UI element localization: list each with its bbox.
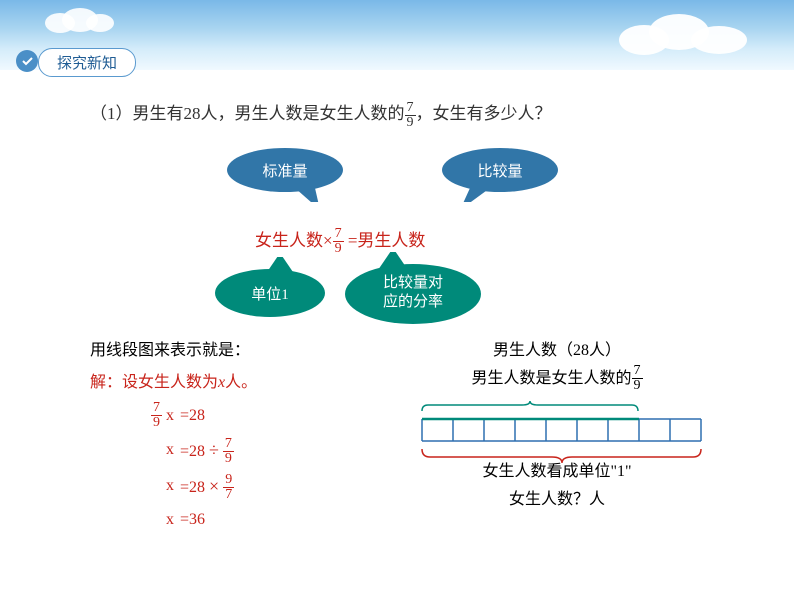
diagram-bottom-2: 女生人数？人 <box>370 485 744 509</box>
solution-steps: 79 x =28 x =28 ÷ 79 x =28 × 97 x =36 <box>100 400 350 536</box>
content-area: （1）男生有28人，男生人数是女生人数的79，女生有多少人？ 标准量 比较量 女… <box>0 70 794 546</box>
step-1: 79 x =28 <box>100 400 350 432</box>
problem-statement: （1）男生有28人，男生人数是女生人数的79，女生有多少人？ <box>90 100 744 130</box>
diagram-label-2: 男生人数是女生人数的79 <box>370 364 744 394</box>
bubble-compare-frac: 比较量对 应的分率 <box>338 252 488 331</box>
left-column: 用线段图来表示就是： 解：设女生人数为x人。 79 x =28 x =28 ÷ … <box>90 336 350 536</box>
slide-header: 探究新知 <box>0 0 794 70</box>
solve-setup: 解：设女生人数为x人。 <box>90 368 350 392</box>
problem-fraction: 79 <box>405 101 416 130</box>
bubble-compare: 比较量 <box>435 146 565 207</box>
lower-section: 用线段图来表示就是： 解：设女生人数为x人。 79 x =28 x =28 ÷ … <box>90 336 744 536</box>
right-column: 男生人数（28人） 男生人数是女生人数的79 <box>370 336 744 536</box>
bubble-unit1: 单位1 <box>210 257 330 324</box>
problem-prefix: （1）男生有28人，男生人数是女生人数的 <box>90 104 405 123</box>
step-4: x =36 <box>100 504 350 536</box>
cloud-left-icon <box>40 5 120 35</box>
problem-suffix: ，女生有多少人？ <box>416 104 552 123</box>
step-3: x =28 × 97 <box>100 468 350 504</box>
segment-title: 用线段图来表示就是： <box>90 336 350 360</box>
cloud-right-icon <box>614 10 754 60</box>
diagram-label-1: 男生人数（28人） <box>370 336 744 360</box>
bubble-diagram: 标准量 比较量 女生人数×79 =男生人数 单位1 <box>160 152 744 332</box>
ribbon-icon <box>16 50 38 72</box>
step-2: x =28 ÷ 79 <box>100 432 350 468</box>
bubble-standard: 标准量 <box>220 146 350 207</box>
ruler-diagram <box>412 397 702 457</box>
